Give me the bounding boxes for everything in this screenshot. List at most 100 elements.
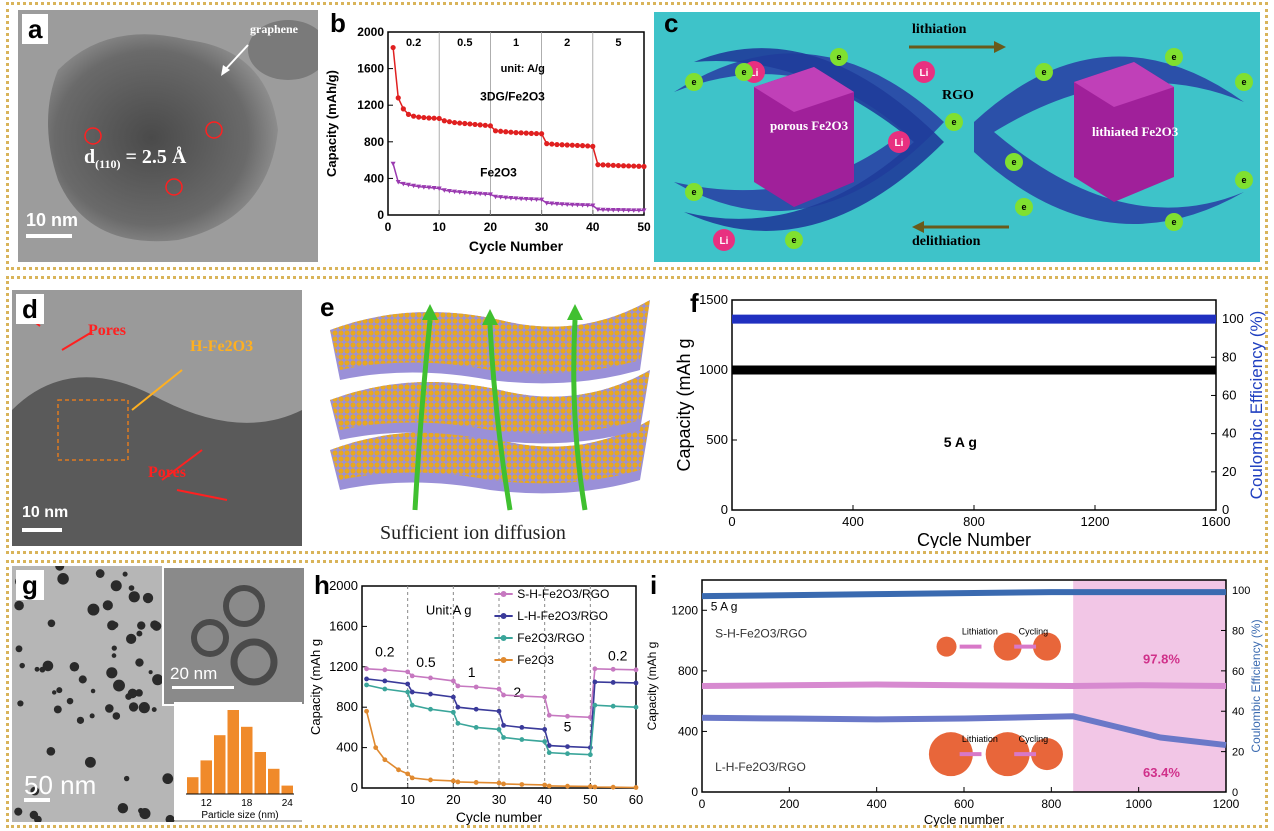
data-point bbox=[564, 142, 570, 148]
electron bbox=[1235, 171, 1253, 189]
electron bbox=[830, 48, 848, 66]
data-point bbox=[523, 130, 529, 136]
li-ion-label: Li bbox=[750, 68, 759, 79]
data-point bbox=[364, 682, 369, 688]
hollow-sphere bbox=[993, 632, 1022, 661]
data-point bbox=[409, 689, 415, 695]
y-axis-label: Capacity (mAh g bbox=[674, 338, 694, 471]
data-point bbox=[513, 130, 519, 136]
rate-annotation: 5 A g bbox=[944, 434, 977, 450]
y-tick-label: 1200 bbox=[671, 603, 698, 617]
legend-marker bbox=[500, 635, 507, 641]
nanoparticle bbox=[162, 773, 174, 785]
data-point bbox=[446, 189, 452, 194]
data-point bbox=[472, 191, 478, 196]
data-point bbox=[546, 783, 552, 789]
hist-bar bbox=[254, 752, 266, 794]
data-point bbox=[533, 197, 539, 202]
rate-label: 0.2 bbox=[375, 644, 395, 660]
y-tick-label: 0 bbox=[377, 208, 384, 222]
electron-label: e bbox=[1171, 217, 1176, 227]
legend-entry: Fe2O3 bbox=[517, 653, 554, 667]
panel-a-d-spacing: d(110) = 2.5 Å bbox=[84, 146, 186, 172]
y2-tick-label: 40 bbox=[1232, 706, 1244, 718]
panel-i-chart: 0 200 400 600 800 1000 12000400800120002040608… bbox=[645, 579, 1263, 827]
rgo-sheet-left-2 bbox=[684, 48, 944, 231]
data-point bbox=[539, 197, 545, 203]
rgo-label: RGO bbox=[942, 88, 974, 103]
series-label: Fe2O3 bbox=[480, 166, 517, 180]
data-point bbox=[409, 775, 415, 781]
x-tick-label: 40 bbox=[537, 792, 551, 807]
ion-path bbox=[571, 319, 588, 511]
nanoparticle bbox=[47, 619, 56, 628]
data-point bbox=[636, 208, 642, 213]
data-point bbox=[565, 751, 570, 757]
nanoparticle bbox=[106, 667, 118, 679]
x-axis-label: Cycle number bbox=[924, 812, 1005, 827]
electron bbox=[1235, 73, 1253, 91]
data-point bbox=[519, 737, 525, 742]
data-point bbox=[585, 143, 591, 149]
series-line bbox=[392, 163, 644, 212]
data-point bbox=[431, 115, 437, 121]
data-point bbox=[501, 692, 506, 698]
panel-g-inset-scale: 20 nm bbox=[170, 664, 218, 683]
data-point bbox=[528, 197, 534, 202]
nanoparticle bbox=[107, 620, 117, 631]
y2-axis-label: Coulombic Efficiency (%) bbox=[1249, 619, 1263, 752]
data-point bbox=[533, 130, 540, 137]
y-tick-label: 2000 bbox=[357, 25, 384, 39]
panel-g-inset bbox=[162, 566, 306, 706]
data-point bbox=[574, 202, 580, 208]
lithiation-label: Lithiation bbox=[962, 627, 998, 637]
rate-label: 5 bbox=[615, 37, 621, 49]
data-point bbox=[587, 784, 593, 789]
data-point bbox=[493, 194, 499, 200]
data-point bbox=[539, 131, 545, 137]
data-point bbox=[546, 743, 552, 748]
data-point bbox=[554, 141, 560, 148]
hist-tick-label: 18 bbox=[241, 798, 253, 809]
hollow-sphere bbox=[985, 732, 1030, 777]
data-point bbox=[390, 44, 396, 51]
y2-tick-label: 80 bbox=[1232, 625, 1244, 637]
y2-tick-label: 0 bbox=[1232, 787, 1238, 799]
electron-label: e bbox=[691, 187, 696, 197]
y2-tick-label: 40 bbox=[1222, 426, 1236, 441]
data-point bbox=[636, 163, 642, 169]
x-tick-label: 30 bbox=[492, 792, 506, 807]
hist-tick-label: 24 bbox=[282, 798, 294, 809]
rgo-sheet-right bbox=[974, 56, 1244, 224]
data-point bbox=[569, 202, 575, 208]
scale-bar bbox=[26, 234, 72, 238]
panel-i-letter: i bbox=[650, 570, 658, 600]
data-point bbox=[452, 189, 458, 195]
data-point bbox=[426, 185, 432, 191]
data-point bbox=[462, 120, 468, 127]
electron-label: e bbox=[836, 52, 841, 62]
ion-path bbox=[487, 324, 513, 511]
nanoparticle bbox=[42, 660, 54, 672]
panel-e-schematic bbox=[330, 300, 650, 511]
legend-marker bbox=[500, 613, 507, 619]
nanoparticle bbox=[89, 713, 95, 719]
panel-d-svg bbox=[12, 290, 302, 546]
panel-a-tem-image bbox=[18, 10, 318, 262]
x-tick-label: 400 bbox=[842, 514, 864, 529]
y2-axis-label: Coulombic Efficiency (%) bbox=[1247, 311, 1266, 500]
zoom-box bbox=[57, 399, 129, 461]
y-axis-label: Capacity (mAh g bbox=[308, 639, 323, 735]
data-point bbox=[473, 725, 479, 730]
data-point bbox=[595, 207, 601, 213]
ion-path bbox=[412, 319, 433, 511]
nanoparticle bbox=[102, 600, 113, 611]
data-point bbox=[421, 185, 427, 190]
hollow-sphere bbox=[1030, 738, 1063, 771]
nanoparticle bbox=[128, 585, 135, 591]
data-point bbox=[436, 115, 442, 122]
nanoparticle bbox=[110, 580, 122, 592]
cycling-label: Cycling bbox=[1019, 627, 1049, 637]
electron bbox=[1005, 153, 1023, 171]
